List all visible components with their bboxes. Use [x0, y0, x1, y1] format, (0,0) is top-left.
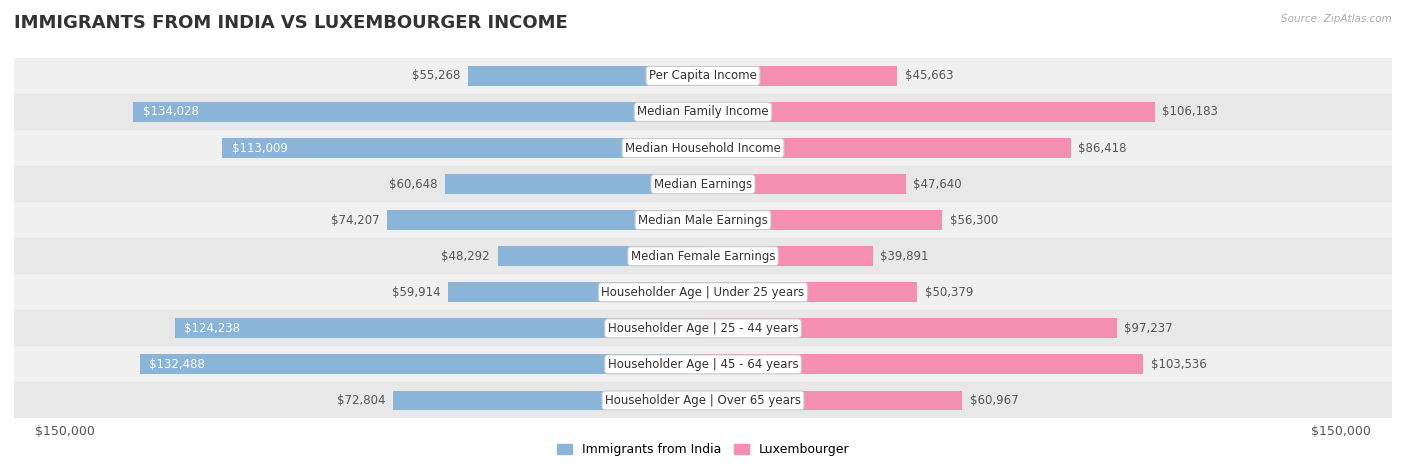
Bar: [222, 138, 703, 158]
Bar: [139, 354, 703, 375]
Text: Median Male Earnings: Median Male Earnings: [638, 213, 768, 226]
Bar: [703, 138, 1070, 158]
Text: Householder Age | Under 25 years: Householder Age | Under 25 years: [602, 286, 804, 299]
Bar: [446, 174, 703, 194]
Text: IMMIGRANTS FROM INDIA VS LUXEMBOURGER INCOME: IMMIGRANTS FROM INDIA VS LUXEMBOURGER IN…: [14, 14, 568, 32]
Bar: [703, 390, 962, 410]
Bar: [14, 94, 1392, 130]
Text: $47,640: $47,640: [914, 177, 962, 191]
Bar: [703, 174, 905, 194]
Bar: [14, 274, 1392, 310]
Text: $50,379: $50,379: [925, 286, 973, 299]
Bar: [703, 318, 1116, 338]
Bar: [14, 310, 1392, 347]
Bar: [14, 202, 1392, 238]
Bar: [14, 238, 1392, 274]
Bar: [449, 283, 703, 302]
Bar: [468, 66, 703, 86]
Text: $60,648: $60,648: [389, 177, 437, 191]
Text: $39,891: $39,891: [880, 250, 929, 263]
Text: Median Family Income: Median Family Income: [637, 106, 769, 119]
Text: Householder Age | Over 65 years: Householder Age | Over 65 years: [605, 394, 801, 407]
Bar: [703, 354, 1143, 375]
Text: $124,238: $124,238: [184, 322, 240, 335]
Legend: Immigrants from India, Luxembourger: Immigrants from India, Luxembourger: [551, 439, 855, 461]
Text: $106,183: $106,183: [1163, 106, 1218, 119]
Text: $60,967: $60,967: [970, 394, 1018, 407]
Bar: [394, 390, 703, 410]
Text: Per Capita Income: Per Capita Income: [650, 70, 756, 82]
Text: $74,207: $74,207: [332, 213, 380, 226]
Text: $113,009: $113,009: [232, 142, 288, 155]
Bar: [14, 382, 1392, 418]
Text: $48,292: $48,292: [441, 250, 489, 263]
Bar: [174, 318, 703, 338]
Text: Median Household Income: Median Household Income: [626, 142, 780, 155]
Text: Source: ZipAtlas.com: Source: ZipAtlas.com: [1281, 14, 1392, 24]
Text: Householder Age | 45 - 64 years: Householder Age | 45 - 64 years: [607, 358, 799, 371]
Bar: [14, 347, 1392, 382]
Text: Householder Age | 25 - 44 years: Householder Age | 25 - 44 years: [607, 322, 799, 335]
Bar: [703, 246, 873, 266]
Bar: [388, 210, 703, 230]
Text: $72,804: $72,804: [337, 394, 385, 407]
Bar: [498, 246, 703, 266]
Text: $134,028: $134,028: [142, 106, 198, 119]
Bar: [703, 102, 1154, 122]
Text: $103,536: $103,536: [1152, 358, 1206, 371]
Bar: [134, 102, 703, 122]
Text: Median Female Earnings: Median Female Earnings: [631, 250, 775, 263]
Bar: [14, 58, 1392, 94]
Bar: [14, 130, 1392, 166]
Bar: [14, 166, 1392, 202]
Text: $86,418: $86,418: [1078, 142, 1126, 155]
Text: $56,300: $56,300: [950, 213, 998, 226]
Text: $59,914: $59,914: [392, 286, 440, 299]
Text: $45,663: $45,663: [905, 70, 953, 82]
Bar: [703, 66, 897, 86]
Bar: [703, 283, 917, 302]
Text: $55,268: $55,268: [412, 70, 460, 82]
Text: $132,488: $132,488: [149, 358, 205, 371]
Bar: [703, 210, 942, 230]
Text: Median Earnings: Median Earnings: [654, 177, 752, 191]
Text: $97,237: $97,237: [1125, 322, 1173, 335]
